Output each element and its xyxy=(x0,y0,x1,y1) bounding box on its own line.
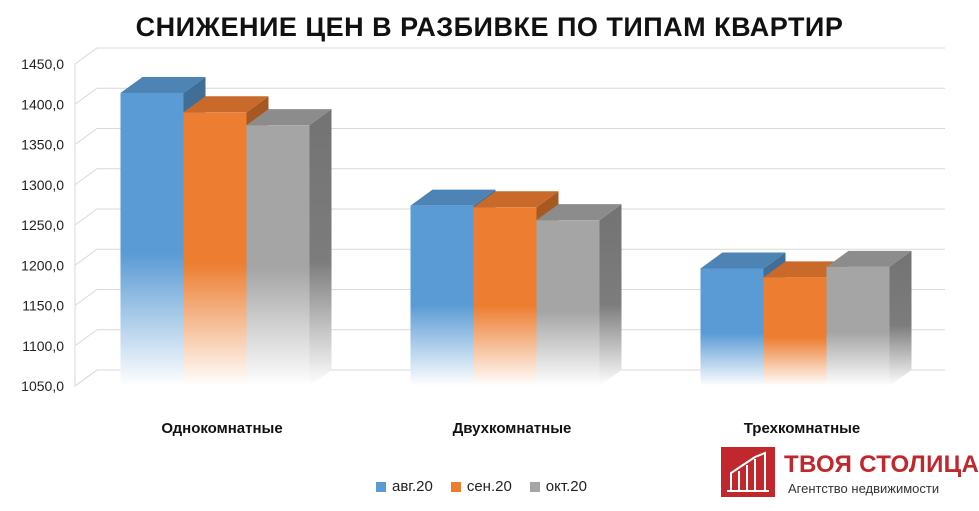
y-tick-label: 1300,0 xyxy=(21,177,64,193)
legend-item: сен.20 xyxy=(450,478,512,495)
bar-окт.20-Двухкомнатные xyxy=(536,204,622,386)
y-axis: 1050,0 1100,0 1150,0 1200,0 1250,0 1300,0 1350… xyxy=(21,56,98,394)
legend-swatch xyxy=(376,481,386,492)
gridline xyxy=(74,329,945,347)
legend-label: окт.20 xyxy=(545,478,587,495)
gridline xyxy=(74,128,945,145)
y-tick-label: 1150,0 xyxy=(22,298,64,314)
gridline xyxy=(74,168,945,186)
y-tick-label: 1200,0 xyxy=(21,257,64,273)
category-label: Трехкомнатные xyxy=(744,420,861,437)
y-tick-label: 1050,0 xyxy=(21,378,64,394)
chart-title: СНИЖЕНИЕ ЦЕН В РАЗБИВКЕ ПО ТИПАМ КВАРТИР xyxy=(135,12,844,42)
legend-swatch xyxy=(450,481,461,492)
y-tick-label: 1250,0 xyxy=(21,217,64,233)
bar-окт.20-Однокомнатные xyxy=(246,109,332,387)
gridline xyxy=(74,248,945,266)
y-tick-label: 1350,0 xyxy=(21,137,64,153)
brand-tagline: Агентство недвижимости xyxy=(788,481,940,496)
gridline xyxy=(74,47,945,65)
y-tick-label: 1400,0 xyxy=(21,96,64,112)
bars xyxy=(120,76,912,387)
legend-label: сен.20 xyxy=(466,478,512,495)
legend-item: окт.20 xyxy=(529,478,587,495)
legend-item: авг.20 xyxy=(376,478,433,495)
gridline xyxy=(74,87,945,105)
gridline xyxy=(74,289,945,306)
y-tick-label: 1100,0 xyxy=(22,338,64,354)
gridline xyxy=(74,208,945,226)
brand-logo-icon xyxy=(721,447,775,497)
brand-name: ТВОЯ СТОЛИЦА® xyxy=(784,451,979,479)
axis-line xyxy=(74,64,98,387)
y-tick-label: 1450,0 xyxy=(21,56,64,72)
category-label: Однокомнатные xyxy=(161,420,282,437)
legend-label: авг.20 xyxy=(392,478,433,495)
legend: авг.20 сен.20 окт.20 xyxy=(376,478,587,495)
category-label: Двухкомнатные xyxy=(453,420,572,437)
legend-swatch xyxy=(529,481,540,492)
bar-окт.20-Трехкомнатные xyxy=(826,250,912,386)
x-axis: Однокомнатные Двухкомнатные Трехкомнатные xyxy=(161,420,860,437)
brand-name-text: ТВОЯ СТОЛИЦА xyxy=(784,451,979,478)
